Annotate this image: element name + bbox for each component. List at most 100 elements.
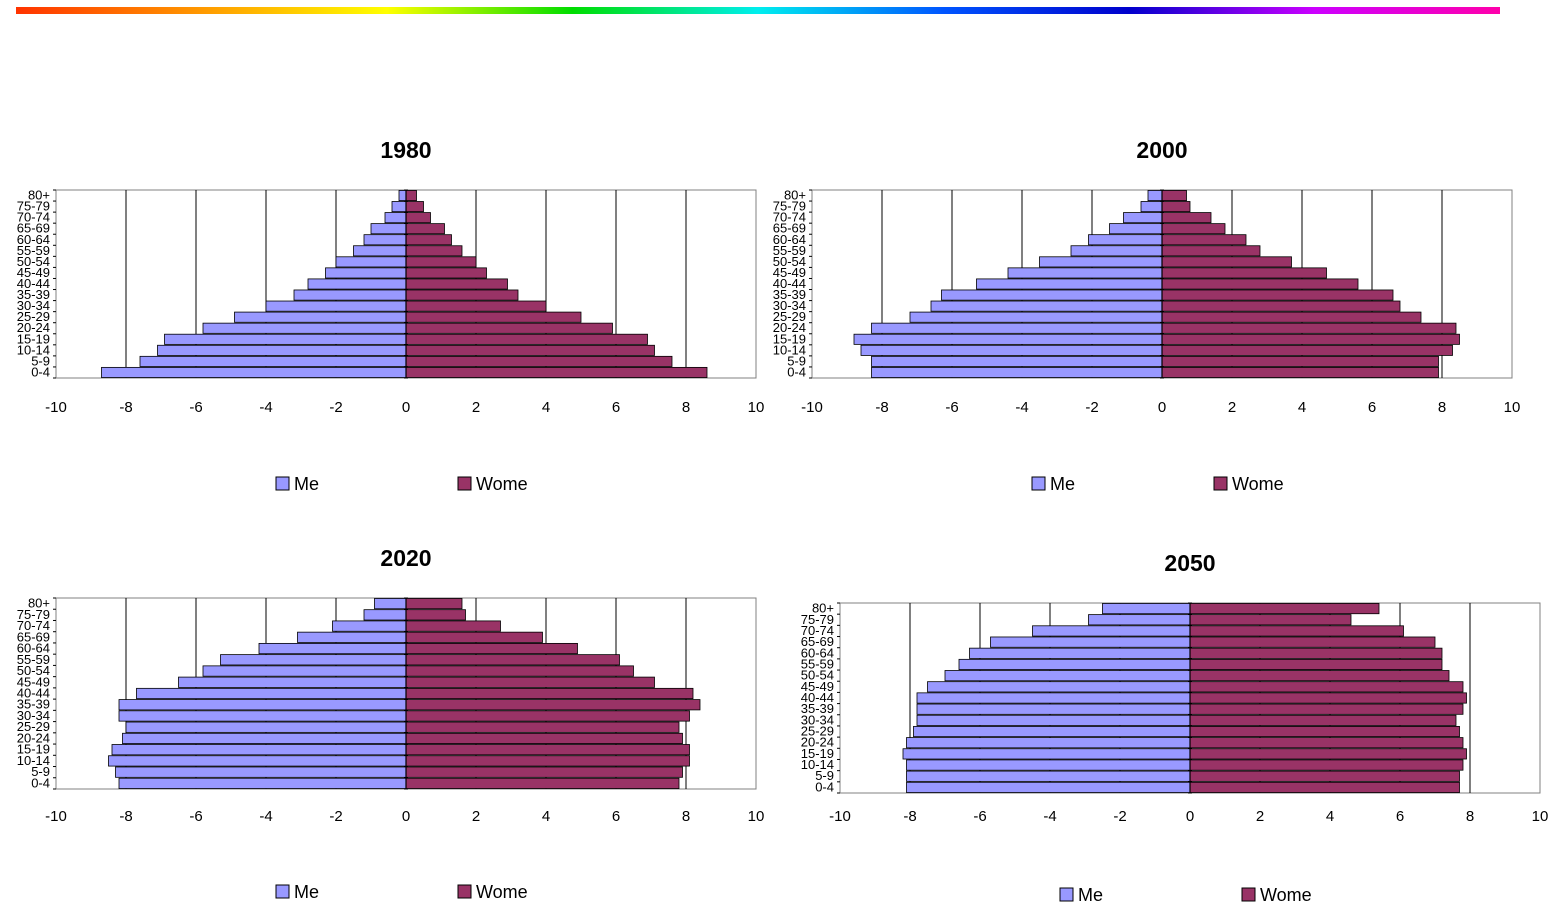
rainbow-header-bar [16, 7, 1500, 14]
legend-swatch-women [457, 476, 472, 491]
y-tick-label: 15-19 [801, 746, 834, 761]
x-tick-label: 10 [748, 399, 765, 416]
x-tick-label: -10 [829, 808, 851, 825]
bar-men [1039, 256, 1163, 268]
x-tick-label: -4 [1015, 399, 1028, 416]
y-tick-label: 15-19 [17, 331, 50, 346]
bar-women [1189, 614, 1352, 626]
bar-men [1032, 625, 1191, 637]
bar-women [1161, 223, 1226, 235]
legend-swatch-men [275, 884, 290, 899]
x-tick-label: -6 [973, 808, 986, 825]
bar-women [405, 256, 477, 268]
x-tick-label: 8 [682, 399, 690, 416]
x-tick-label: 2 [472, 399, 480, 416]
bar-women [1189, 670, 1450, 682]
y-tick-label: 65-69 [801, 634, 834, 649]
y-tick-label: 40-44 [17, 686, 50, 701]
bar-men [115, 766, 407, 778]
y-tick-label: 45-49 [801, 679, 834, 694]
bar-men [164, 333, 407, 345]
bar-women [405, 732, 683, 745]
chart-title: 2000 [1136, 137, 1187, 163]
x-tick-label: -8 [119, 808, 132, 825]
bar-men [384, 212, 407, 224]
x-tick-label: -10 [45, 808, 67, 825]
bar-men [293, 289, 407, 301]
bar-men [1102, 603, 1191, 615]
bar-men [906, 781, 1191, 793]
x-tick-label: 8 [1466, 808, 1474, 825]
legend-label-women: Wome [476, 474, 528, 494]
x-tick-label: -4 [259, 808, 272, 825]
legend-label-men: Me [1050, 474, 1075, 494]
bar-men [906, 737, 1191, 749]
bar-women [1189, 737, 1464, 749]
bar-women [405, 267, 487, 279]
y-tick-label: 5-9 [31, 764, 50, 779]
bar-men [1070, 245, 1163, 257]
bar-men [871, 355, 1163, 367]
bar-women [1189, 647, 1443, 659]
bar-men [906, 759, 1191, 771]
bar-men [258, 642, 407, 655]
y-tick-label: 20-24 [801, 735, 834, 750]
bar-women [1189, 703, 1464, 715]
legend-swatch-women [1241, 887, 1256, 902]
bar-men [118, 699, 407, 711]
bar-men [944, 670, 1191, 682]
bar-women [405, 721, 680, 733]
bar-men [220, 654, 407, 666]
bar-women [405, 710, 690, 722]
legend-swatch-women [457, 884, 472, 899]
x-tick-label: 0 [1158, 399, 1166, 416]
x-tick-label: 10 [1504, 399, 1521, 416]
bar-women [405, 665, 634, 677]
bar-men [906, 770, 1191, 782]
y-tick-label: 60-64 [17, 232, 50, 247]
bar-men [1140, 201, 1163, 213]
legend-label-men: Me [294, 474, 319, 494]
bar-men [335, 256, 407, 268]
bar-men [325, 267, 407, 279]
bar-women [405, 223, 445, 235]
legend-swatch-men [1059, 887, 1074, 902]
y-tick-label: 0-4 [787, 364, 806, 379]
bar-women [1161, 333, 1460, 345]
bar-women [1189, 636, 1436, 648]
bar-men [913, 725, 1191, 738]
legend-swatch-men [1031, 476, 1046, 491]
bar-women [405, 777, 680, 789]
legend-swatch-women [1213, 476, 1228, 491]
bar-women [405, 234, 452, 246]
bar-men [916, 714, 1191, 726]
bar-men [353, 245, 407, 257]
bar-women [405, 278, 508, 290]
y-tick-label: 30-34 [801, 712, 834, 727]
bar-women [1161, 289, 1394, 301]
bar-men [307, 278, 407, 290]
chart-svg: 19800-45-910-1415-1920-2425-2930-3435-39… [17, 137, 765, 494]
x-tick-label: 6 [612, 808, 620, 825]
bar-women [405, 631, 543, 643]
y-tick-label: 20-24 [773, 320, 806, 335]
x-tick-label: -2 [329, 808, 342, 825]
bar-men [178, 676, 407, 688]
x-tick-label: 2 [1228, 399, 1236, 416]
y-tick-label: 15-19 [773, 331, 806, 346]
bar-men [969, 647, 1191, 659]
bar-women [1189, 725, 1460, 738]
bar-women [405, 687, 694, 700]
bar-men [234, 311, 407, 323]
x-tick-label: -2 [1113, 808, 1126, 825]
bar-women [1161, 234, 1247, 246]
bar-men [860, 344, 1163, 356]
bar-women [1161, 267, 1327, 279]
bar-women [405, 598, 463, 610]
bar-women [1189, 692, 1467, 704]
bar-men [125, 721, 407, 733]
x-tick-label: -2 [1085, 399, 1098, 416]
y-tick-label: 25-29 [17, 719, 50, 734]
bar-men [958, 658, 1191, 671]
y-tick-label: 55-59 [17, 652, 50, 667]
